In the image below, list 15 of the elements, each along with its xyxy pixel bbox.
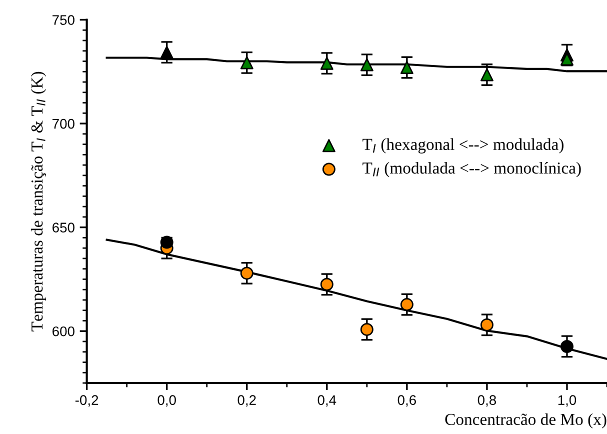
x-tick-label: 1,0 bbox=[558, 395, 576, 407]
x-tick-label: 0,0 bbox=[158, 395, 176, 407]
x-tick-label: 0,8 bbox=[478, 395, 496, 407]
x-tick-label: 0,6 bbox=[398, 395, 416, 407]
x-tick-label: 0,2 bbox=[238, 395, 256, 407]
y-tick-label: 700 bbox=[52, 118, 74, 129]
x-tick-label: 0,4 bbox=[318, 395, 336, 407]
y-tick-label: 750 bbox=[52, 15, 74, 25]
y-axis-title: Temperaturas de transição T$_{I}$ & T$_{II}$ (K) bbox=[30, 72, 46, 332]
x-axis-title: Concentracão de Mo (x) bbox=[445, 413, 606, 428]
x-tick-label: -0,2 bbox=[75, 395, 98, 407]
y-tick-label: 650 bbox=[52, 222, 74, 232]
y-tick-label: 600 bbox=[52, 326, 74, 336]
legend-label: T$_{I}$ (hexagonal <--> modulada) bbox=[362, 138, 564, 154]
legend-label: T$_{II}$ (modulada <--> monoclínica) bbox=[362, 162, 581, 178]
